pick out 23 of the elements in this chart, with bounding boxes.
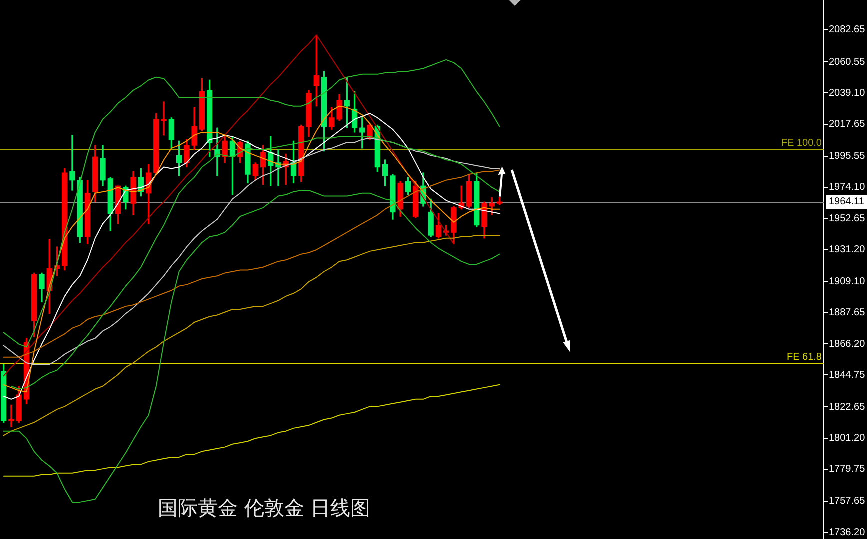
y-tick-label: 1952.65 bbox=[829, 213, 866, 224]
candlestick bbox=[70, 135, 76, 191]
y-tick-label: 1801.20 bbox=[829, 433, 866, 444]
y-tick-label: 2039.10 bbox=[829, 88, 866, 99]
y-tick-label: 1736.20 bbox=[829, 527, 866, 538]
y-tick-label: 2017.65 bbox=[829, 119, 866, 130]
y-tick-label: 1995.55 bbox=[829, 151, 866, 162]
y-tick-label: 2060.55 bbox=[829, 56, 866, 68]
ref-line-label: FE 100.0 bbox=[781, 138, 822, 150]
text: 国际黄金 伦敦金 日线图 bbox=[158, 496, 371, 520]
ref-line-label: FE 61.8 bbox=[786, 352, 822, 363]
y-tick-label: 1866.20 bbox=[829, 338, 866, 350]
y-tick-label: 1931.20 bbox=[829, 244, 866, 256]
candlestick bbox=[161, 102, 167, 136]
y-tick-label: 1909.10 bbox=[829, 276, 866, 288]
y-tick-label: 1974.10 bbox=[829, 182, 866, 194]
ref-line-label: 1964.11 bbox=[829, 196, 865, 208]
y-tick-label: 1822.65 bbox=[829, 402, 866, 413]
y-tick-label: 1757.65 bbox=[829, 496, 866, 508]
y-tick-label: 1887.65 bbox=[829, 308, 866, 319]
y-tick-label: 2082.65 bbox=[829, 24, 866, 36]
y-tick-label: 1844.75 bbox=[829, 370, 866, 381]
y-tick-label: 1779.75 bbox=[829, 464, 866, 476]
